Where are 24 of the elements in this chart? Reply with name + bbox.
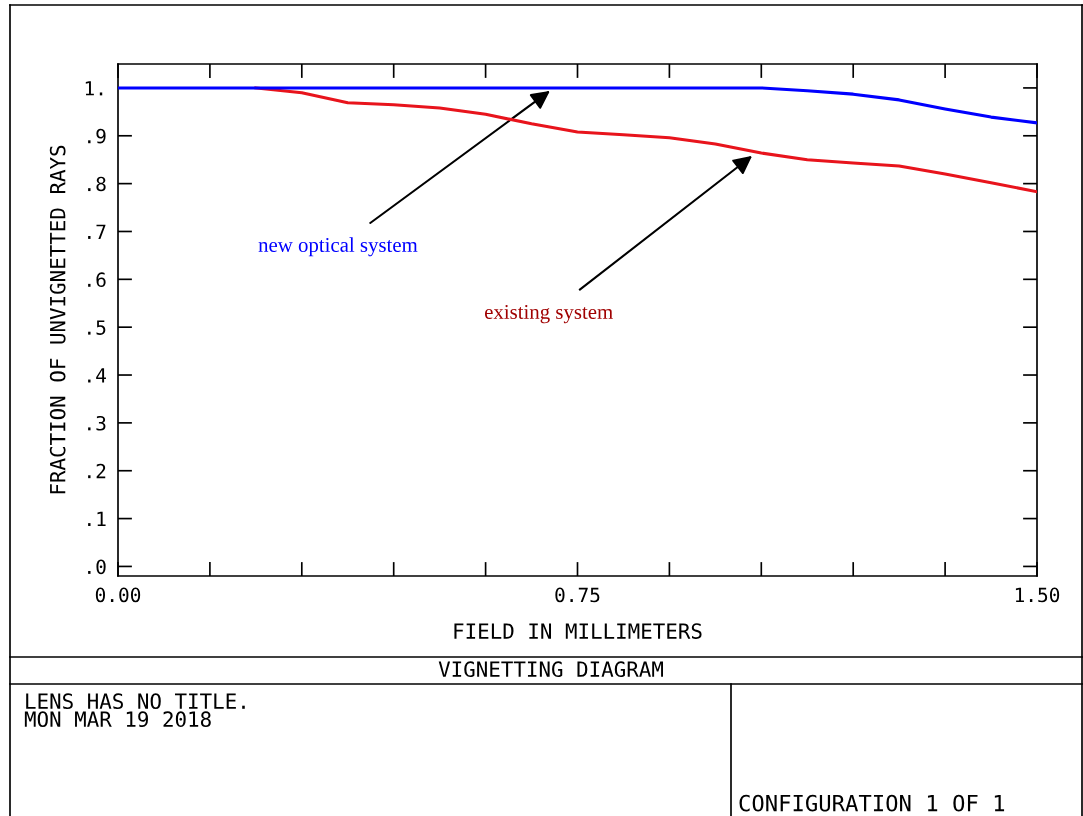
annotation: new optical system xyxy=(258,237,418,257)
line-series xyxy=(118,86,1037,125)
x-axis-title: FIELD IN MILLIMETERS xyxy=(454,623,702,639)
text: MON MAR 19 2018 xyxy=(24,711,211,728)
y-tick-label: .8 xyxy=(88,176,106,192)
x-tick-label: 1.50 xyxy=(1015,587,1060,603)
x-tick-label: 0.75 xyxy=(555,587,600,603)
text: CONFIGURATION 1 OF 1 xyxy=(739,794,1005,812)
text: LENS HAS NO TITLE. xyxy=(26,693,245,710)
x-tick-label: 0.00 xyxy=(95,587,141,603)
y-tick-label: .1 xyxy=(88,511,106,527)
y-tick-label: .9 xyxy=(88,128,106,144)
y-tick-label: .0 xyxy=(88,559,106,575)
y-tick-label: .3 xyxy=(88,415,106,431)
y-axis-title: FRACTION OF UNVIGNETTED RAYS xyxy=(49,145,66,494)
line-series xyxy=(254,86,1037,194)
text: VIGNETTING DIAGRAM xyxy=(438,661,663,678)
annotation: existing system xyxy=(484,304,613,324)
y-tick-label: .7 xyxy=(88,224,106,239)
y-tick-label: 1. xyxy=(85,81,103,96)
y-tick-label: .4 xyxy=(88,368,106,383)
y-tick-label: .5 xyxy=(88,320,106,335)
y-tick-label: .2 xyxy=(88,463,106,479)
y-tick-label: .6 xyxy=(88,272,106,288)
